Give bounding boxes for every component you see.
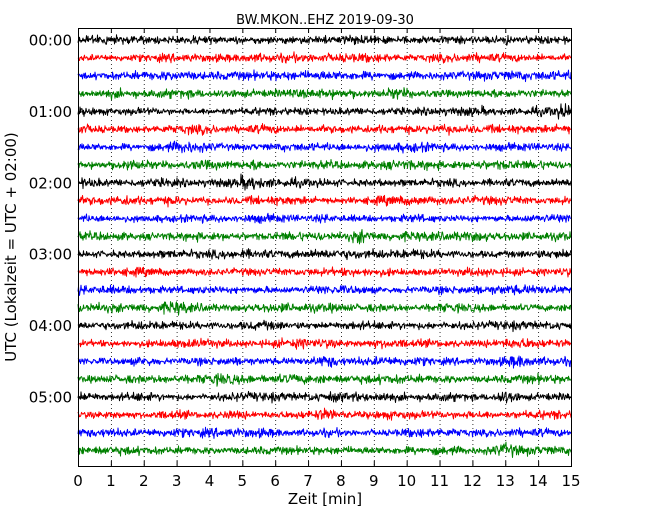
x-axis-label: Zeit [min] bbox=[288, 490, 362, 508]
y-tick-label: 00:00 bbox=[29, 32, 72, 50]
y-tick-label: 05:00 bbox=[29, 389, 72, 407]
x-tick-label: 3 bbox=[172, 472, 182, 490]
seismic-trace bbox=[77, 390, 572, 404]
seismic-trace bbox=[77, 372, 572, 387]
seismic-trace bbox=[77, 266, 572, 278]
chart-title: BW.MKON..EHZ 2019-09-30 bbox=[236, 13, 414, 28]
seismic-trace bbox=[77, 248, 572, 261]
x-tick-label: 9 bbox=[369, 472, 379, 490]
x-tick-label: 4 bbox=[205, 472, 215, 490]
seismic-trace bbox=[77, 355, 572, 369]
x-tick-label: 10 bbox=[397, 472, 416, 490]
x-tick-label: 11 bbox=[430, 472, 449, 490]
axis-ticks: 0 1 2 3 4 5 6 7 8 9 10 11 12 13 14 1500:0001:0002:0003:… bbox=[29, 28, 581, 490]
seismic-trace bbox=[77, 441, 572, 458]
x-tick-label: 0 bbox=[73, 472, 83, 490]
seismic-trace bbox=[77, 194, 572, 208]
x-tick-label: 14 bbox=[529, 472, 548, 490]
x-tick-label: 12 bbox=[463, 472, 482, 490]
x-tick-label: 7 bbox=[303, 472, 313, 490]
x-tick-label: 13 bbox=[496, 472, 515, 490]
x-tick-label: 1 bbox=[106, 472, 116, 490]
seismic-trace bbox=[77, 212, 572, 224]
seismic-trace bbox=[77, 87, 572, 101]
seismic-trace bbox=[77, 103, 572, 120]
seismic-trace bbox=[77, 69, 572, 83]
y-tick-label: 01:00 bbox=[29, 103, 72, 121]
seismic-trace bbox=[77, 34, 572, 46]
seismic-trace bbox=[77, 51, 572, 64]
seismic-trace bbox=[77, 159, 572, 172]
seismic-trace bbox=[77, 140, 572, 154]
x-tick-label: 5 bbox=[238, 472, 248, 490]
seismic-trace bbox=[77, 426, 572, 439]
y-axis-label: UTC (Lokalzeit = UTC + 02:00) bbox=[2, 132, 20, 362]
x-tick-label: 6 bbox=[270, 472, 280, 490]
y-tick-label: 04:00 bbox=[29, 317, 72, 335]
y-tick-label: 03:00 bbox=[29, 246, 72, 264]
seismic-trace bbox=[77, 284, 572, 296]
seismic-trace bbox=[77, 229, 572, 245]
plot-frame bbox=[78, 28, 572, 467]
y-tick-label: 02:00 bbox=[29, 174, 72, 192]
x-tick-label: 2 bbox=[139, 472, 149, 490]
seismic-trace bbox=[77, 319, 572, 333]
seismic-trace bbox=[77, 337, 572, 350]
seismic-trace bbox=[77, 123, 572, 136]
x-tick-label: 15 bbox=[561, 472, 580, 490]
x-tick-label: 8 bbox=[336, 472, 346, 490]
seismic-trace bbox=[77, 301, 572, 316]
seismic-trace bbox=[77, 407, 572, 421]
trace-layer bbox=[77, 34, 572, 458]
seismic-trace bbox=[77, 173, 572, 191]
